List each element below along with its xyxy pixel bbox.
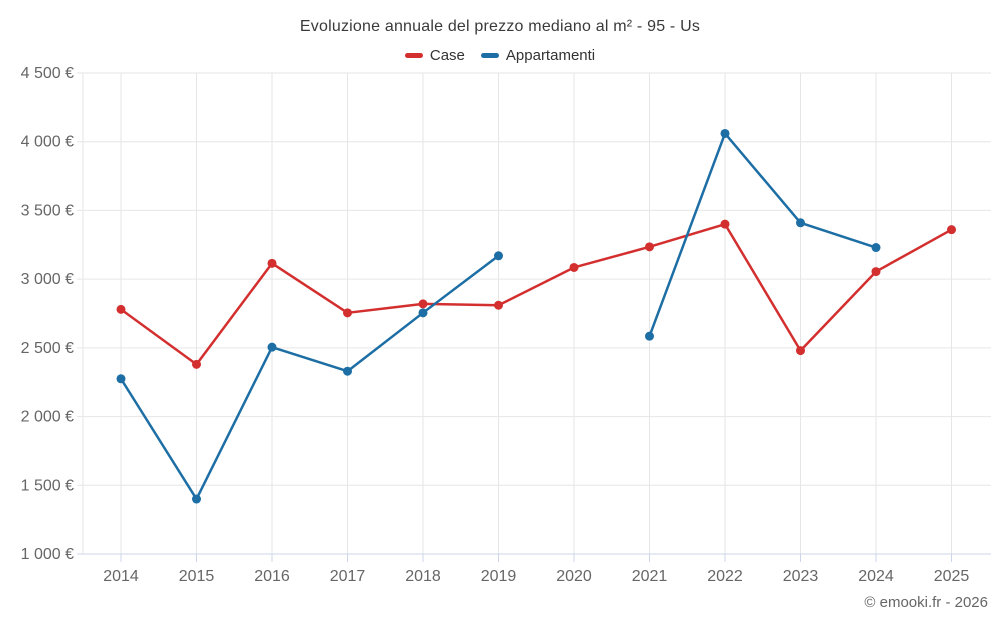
data-point-case-2019[interactable] bbox=[494, 300, 503, 310]
data-point-appartamenti-2016[interactable] bbox=[267, 342, 277, 352]
data-point-case-2016[interactable] bbox=[267, 258, 277, 268]
data-point-case-2024[interactable] bbox=[871, 267, 881, 277]
x-axis-label: 2015 bbox=[179, 568, 215, 585]
data-point-appartamenti-2017[interactable] bbox=[343, 366, 352, 376]
data-point-case-2022[interactable] bbox=[720, 219, 730, 229]
data-point-appartamenti-2021[interactable] bbox=[645, 331, 654, 341]
y-axis-label: 3 000 € bbox=[21, 271, 74, 288]
chart-title: Evoluzione annuale del prezzo mediano al… bbox=[299, 18, 701, 35]
legend-item-appartamenti[interactable]: Appartamenti bbox=[480, 47, 596, 64]
data-point-case-2014[interactable] bbox=[116, 304, 126, 314]
legend-swatch-case-icon bbox=[404, 53, 423, 58]
y-axis-label: 4 500 € bbox=[21, 65, 74, 82]
data-point-appartamenti-2019[interactable] bbox=[494, 251, 503, 261]
x-axis-label: 2024 bbox=[858, 568, 894, 585]
data-point-case-2023[interactable] bbox=[796, 346, 805, 356]
legend: Case Appartamenti bbox=[0, 47, 1000, 64]
data-point-case-2020[interactable] bbox=[569, 262, 579, 272]
y-axis-label: 4 000 € bbox=[21, 134, 74, 151]
y-axis-label: 3 500 € bbox=[21, 202, 74, 219]
series-line-appartamenti[interactable] bbox=[648, 132, 878, 338]
data-point-case-2017[interactable] bbox=[343, 308, 352, 318]
legend-item-case[interactable]: Case bbox=[404, 47, 465, 64]
data-point-appartamenti-2015[interactable] bbox=[192, 494, 201, 504]
data-point-case-2025[interactable] bbox=[947, 225, 956, 235]
x-axis-label: 2025 bbox=[934, 568, 970, 585]
copyright-text: © emooki.fr - 2026 bbox=[864, 594, 988, 611]
x-axis-label: 2019 bbox=[481, 568, 517, 585]
data-point-case-2015[interactable] bbox=[192, 359, 201, 369]
x-axis-label: 2021 bbox=[632, 568, 668, 585]
x-axis-label: 2022 bbox=[707, 568, 743, 585]
series-line-appartamenti[interactable] bbox=[119, 254, 500, 501]
data-point-appartamenti-2024[interactable] bbox=[871, 243, 881, 253]
legend-label-appartamenti: Appartamenti bbox=[505, 47, 596, 64]
legend-label-case: Case bbox=[429, 47, 465, 64]
x-axis-label: 2018 bbox=[405, 568, 441, 585]
data-point-case-2018[interactable] bbox=[418, 299, 428, 309]
x-axis-label: 2023 bbox=[783, 568, 819, 585]
x-axis-label: 2016 bbox=[254, 568, 290, 585]
y-axis-label: 2 500 € bbox=[21, 340, 74, 357]
data-point-case-2021[interactable] bbox=[645, 242, 654, 252]
series-line-case[interactable] bbox=[119, 222, 953, 366]
x-axis-label: 2017 bbox=[330, 568, 366, 585]
x-axis-label: 2020 bbox=[556, 568, 592, 585]
y-axis-label: 1 000 € bbox=[21, 546, 74, 563]
legend-swatch-appartamenti-icon bbox=[480, 53, 499, 58]
data-point-appartamenti-2023[interactable] bbox=[796, 218, 805, 228]
y-axis-label: 2 000 € bbox=[21, 409, 74, 426]
data-point-appartamenti-2014[interactable] bbox=[116, 374, 126, 384]
data-point-appartamenti-2022[interactable] bbox=[720, 128, 730, 138]
x-axis-label: 2014 bbox=[103, 568, 139, 585]
y-axis-label: 1 500 € bbox=[21, 477, 74, 494]
data-point-appartamenti-2018[interactable] bbox=[418, 308, 428, 318]
